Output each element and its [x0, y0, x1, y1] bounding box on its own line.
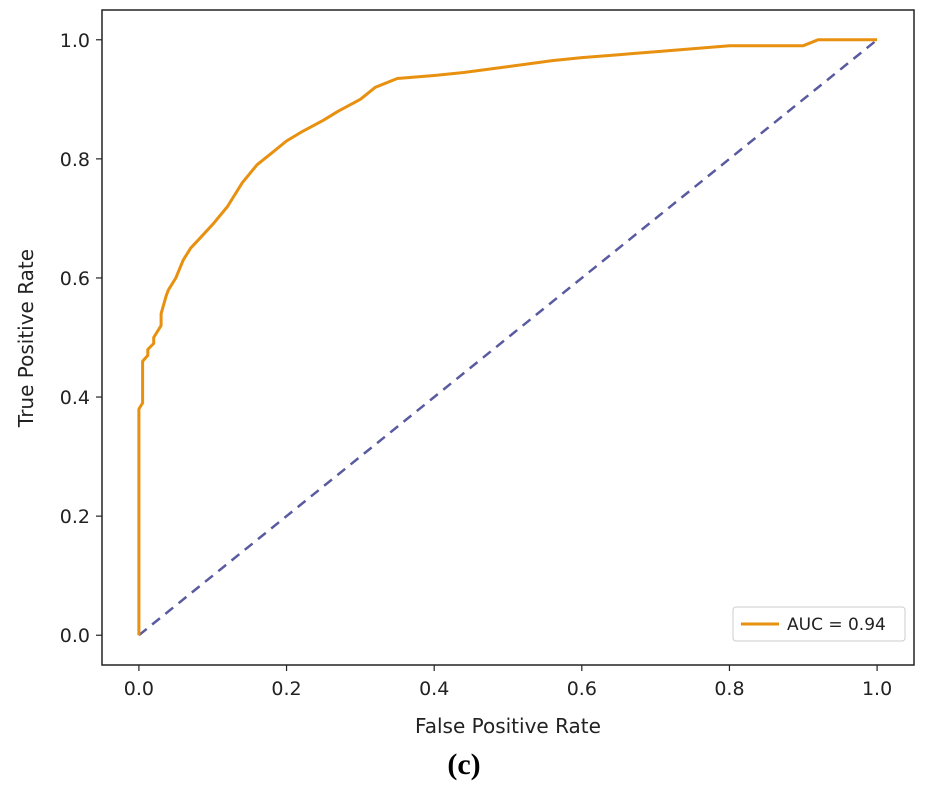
- y-tick-label: 0.2: [60, 506, 90, 528]
- chance-diagonal-line: [138, 38, 878, 637]
- y-tick-label: 0.0: [60, 625, 90, 647]
- x-tick-label: 0.8: [714, 678, 744, 700]
- series-layer: [137, 38, 878, 637]
- x-tick-label: 0.4: [419, 678, 449, 700]
- x-tick-label: 0.6: [567, 678, 597, 700]
- x-axis-label: False Positive Rate: [415, 714, 601, 738]
- legend-box: [732, 606, 906, 642]
- y-axis-ticks: 0.0 0.2 0.4 0.6 0.8 1.0: [60, 30, 102, 647]
- y-axis-label: True Positive Rate: [14, 249, 38, 428]
- roc-chart: 0.0 0.2 0.4 0.6 0.8 1.0 0.0 0.2 0.4 0.6 0.8 1.0 Fa…: [14, 9, 915, 738]
- y-tick-label: 0.4: [60, 387, 90, 409]
- y-tick-label: 0.6: [60, 268, 90, 290]
- legend: AUC = 0.94: [732, 606, 906, 642]
- legend-label: AUC = 0.94: [787, 615, 886, 635]
- roc-curve-line: [137, 38, 878, 636]
- y-tick-label: 1.0: [60, 30, 90, 52]
- x-tick-label: 0.0: [124, 678, 154, 700]
- x-tick-label: 1.0: [862, 678, 892, 700]
- y-tick-label: 0.8: [60, 149, 90, 171]
- x-tick-label: 0.2: [271, 678, 301, 700]
- figure-caption: (c): [447, 748, 481, 781]
- x-axis-ticks: 0.0 0.2 0.4 0.6 0.8 1.0: [124, 665, 892, 700]
